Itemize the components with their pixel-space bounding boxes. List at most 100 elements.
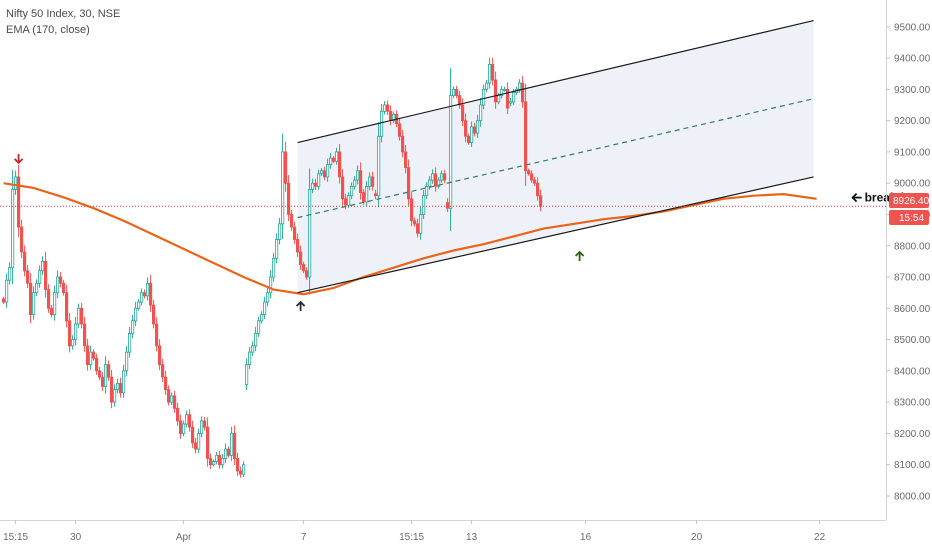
candle (107, 360, 111, 381)
candle (208, 453, 213, 469)
candle (98, 366, 102, 381)
down-candle-body (536, 182, 540, 197)
candle (77, 303, 81, 328)
up-candle-body (310, 182, 315, 190)
price-tick-label: 8800.00 (894, 241, 931, 252)
down-candle-body (62, 282, 66, 294)
candle (283, 141, 288, 192)
up-candle-body (484, 82, 489, 90)
time-tick-label: 30 (70, 532, 82, 543)
down-candle-body (44, 260, 48, 290)
candle (406, 159, 411, 206)
candle (151, 299, 156, 329)
up-candle-body (427, 179, 432, 187)
up-candle-body (211, 461, 216, 466)
down-candle-body (92, 351, 96, 359)
up-candle-body (496, 95, 501, 103)
candle (127, 326, 132, 358)
candle (364, 180, 369, 207)
down-candle-body (160, 364, 165, 378)
candle (10, 169, 15, 284)
candle (62, 279, 66, 296)
time-tick-label: 15:15 (399, 532, 424, 543)
candle (325, 158, 330, 182)
up-candle-body (280, 151, 285, 225)
candle (256, 316, 261, 337)
candle (80, 302, 84, 329)
candle (154, 317, 159, 352)
candle (139, 288, 144, 306)
candle (172, 390, 177, 413)
down-candle-body (370, 176, 375, 187)
up-candle-body (487, 63, 492, 84)
candle (220, 453, 225, 469)
down-candle-body (142, 292, 147, 297)
candle (125, 346, 129, 376)
candle (475, 114, 480, 139)
down-candle-body (190, 426, 195, 444)
candle (59, 271, 63, 288)
candle (104, 356, 108, 394)
down-candle-body (337, 151, 342, 178)
candle (370, 171, 375, 191)
candle (116, 378, 120, 394)
candle (310, 178, 315, 194)
candle (352, 176, 357, 190)
candle (175, 402, 180, 426)
down-candle-body (533, 179, 537, 184)
candle (130, 315, 135, 339)
arrow-head (851, 192, 858, 203)
candle (86, 338, 90, 371)
candle (235, 452, 240, 476)
down-candle-body (298, 251, 303, 265)
candle (193, 437, 198, 454)
down-candle-body (95, 357, 99, 372)
channel-lower-line (297, 176, 814, 294)
down-candle-body (409, 198, 414, 222)
price-tick-label: 9100.00 (894, 147, 931, 158)
down-candle-body (16, 176, 21, 228)
candle (28, 272, 33, 324)
up-candle-body (448, 95, 453, 209)
countdown-label: 15:54 (899, 213, 924, 224)
dark-up-arrow (295, 300, 306, 312)
up-candle-body (122, 370, 126, 394)
up-candle-body (508, 101, 513, 104)
channel-midline (297, 98, 814, 219)
up-candle-body (104, 364, 108, 387)
price-tick-label: 8700.00 (894, 273, 931, 284)
down-candle-body (193, 442, 198, 450)
candle (136, 299, 141, 311)
candle (469, 121, 474, 147)
up-candle-body (518, 82, 522, 90)
candle (190, 420, 195, 449)
candle (505, 82, 510, 115)
candle (418, 206, 423, 240)
candle (148, 274, 153, 313)
up-candle-body (274, 239, 279, 259)
down-candle-body (283, 151, 288, 184)
down-candle-body (154, 323, 159, 347)
down-candle-body (22, 251, 27, 272)
candle (340, 169, 345, 206)
up-candle-body (328, 157, 333, 165)
candle (397, 118, 402, 141)
candle (508, 97, 513, 107)
down-candle-body (331, 157, 336, 162)
candle (527, 168, 531, 176)
candle (53, 285, 57, 321)
up-candle-body (53, 292, 57, 315)
down-candle-body (373, 193, 378, 197)
down-candle-body (442, 173, 447, 181)
down-candle-body (412, 220, 417, 225)
candle (457, 91, 462, 109)
candle (442, 169, 447, 184)
down-candle-body (19, 226, 24, 253)
down-candle-body (59, 276, 63, 284)
candle (436, 177, 441, 189)
down-candle-body (83, 323, 87, 347)
down-candle-body (343, 198, 348, 206)
down-candle-body (163, 376, 168, 391)
up-candle-body (139, 292, 144, 303)
